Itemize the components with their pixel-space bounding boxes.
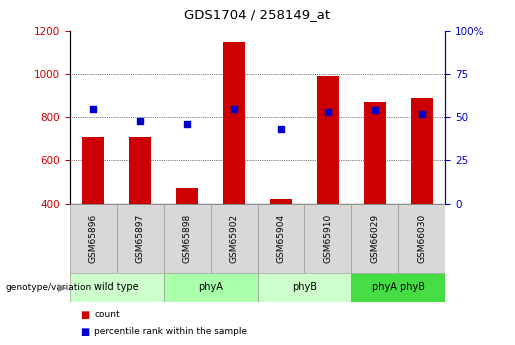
Bar bbox=[70, 204, 116, 273]
Point bbox=[324, 109, 332, 115]
Bar bbox=[352, 204, 399, 273]
Bar bbox=[270, 199, 291, 204]
Bar bbox=[258, 273, 352, 302]
Text: GSM65896: GSM65896 bbox=[89, 214, 97, 263]
Text: phyA: phyA bbox=[198, 282, 223, 292]
Point bbox=[371, 108, 379, 113]
Bar bbox=[224, 42, 245, 204]
Text: phyA phyB: phyA phyB bbox=[372, 282, 425, 292]
Text: wild type: wild type bbox=[94, 282, 139, 292]
Text: GDS1704 / 258149_at: GDS1704 / 258149_at bbox=[184, 8, 331, 21]
Text: GSM65897: GSM65897 bbox=[135, 214, 145, 263]
Text: ■: ■ bbox=[80, 327, 89, 337]
Point bbox=[277, 127, 285, 132]
Text: GSM65902: GSM65902 bbox=[230, 214, 238, 263]
Text: ▶: ▶ bbox=[58, 282, 66, 292]
Point bbox=[89, 106, 97, 111]
Bar bbox=[317, 76, 338, 204]
Point bbox=[136, 118, 144, 124]
Bar bbox=[352, 273, 445, 302]
Text: ■: ■ bbox=[80, 309, 89, 319]
Bar bbox=[411, 98, 433, 204]
Bar bbox=[365, 102, 386, 204]
Bar bbox=[399, 204, 445, 273]
Bar bbox=[177, 188, 198, 204]
Bar bbox=[82, 137, 104, 204]
Point bbox=[418, 111, 426, 117]
Point bbox=[183, 121, 191, 127]
Bar bbox=[304, 204, 352, 273]
Bar bbox=[258, 204, 304, 273]
Bar bbox=[70, 273, 164, 302]
Text: percentile rank within the sample: percentile rank within the sample bbox=[94, 327, 247, 336]
Text: genotype/variation: genotype/variation bbox=[5, 283, 91, 292]
Bar bbox=[164, 204, 211, 273]
Text: GSM66029: GSM66029 bbox=[370, 214, 380, 263]
Bar bbox=[116, 204, 164, 273]
Text: GSM65898: GSM65898 bbox=[182, 214, 192, 263]
Bar bbox=[129, 137, 150, 204]
Text: GSM65910: GSM65910 bbox=[323, 214, 333, 263]
Text: GSM65904: GSM65904 bbox=[277, 214, 285, 263]
Text: count: count bbox=[94, 310, 120, 319]
Point bbox=[230, 106, 238, 111]
Bar bbox=[211, 204, 258, 273]
Text: GSM66030: GSM66030 bbox=[418, 214, 426, 263]
Text: phyB: phyB bbox=[292, 282, 317, 292]
Bar bbox=[164, 273, 258, 302]
